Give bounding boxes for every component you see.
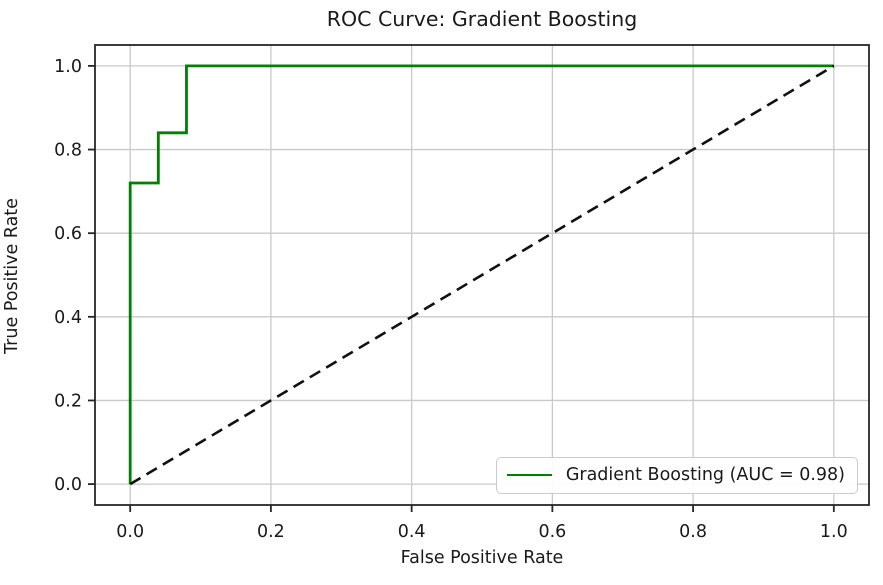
y-tick-label: 0.4 <box>54 308 82 328</box>
x-tick-label: 0.6 <box>538 522 566 542</box>
axes-spines <box>94 44 870 506</box>
chart-title: ROC Curve: Gradient Boosting <box>326 7 638 31</box>
y-axis-label: True Positive Rate <box>2 198 22 354</box>
x-tick-label: 1.0 <box>820 522 848 542</box>
legend-label: Gradient Boosting (AUC = 0.98) <box>565 465 845 485</box>
x-tick-label: 0.2 <box>257 522 285 542</box>
legend-line-swatch <box>506 474 552 476</box>
legend: Gradient Boosting (AUC = 0.98) <box>495 457 858 494</box>
y-tick-label: 1.0 <box>54 57 82 77</box>
y-tick-label: 0.8 <box>54 141 82 161</box>
y-tick-label: 0.2 <box>54 391 82 411</box>
chance-diagonal-line <box>129 64 835 486</box>
x-tick-label: 0.0 <box>116 522 144 542</box>
x-tick-label: 0.4 <box>398 522 426 542</box>
x-axis-label: False Positive Rate <box>400 548 564 568</box>
roc-curve-line <box>128 64 834 485</box>
y-tick-label: 0.0 <box>54 475 82 495</box>
y-tick-label: 0.6 <box>54 224 82 244</box>
x-tick-label: 0.8 <box>679 522 707 542</box>
